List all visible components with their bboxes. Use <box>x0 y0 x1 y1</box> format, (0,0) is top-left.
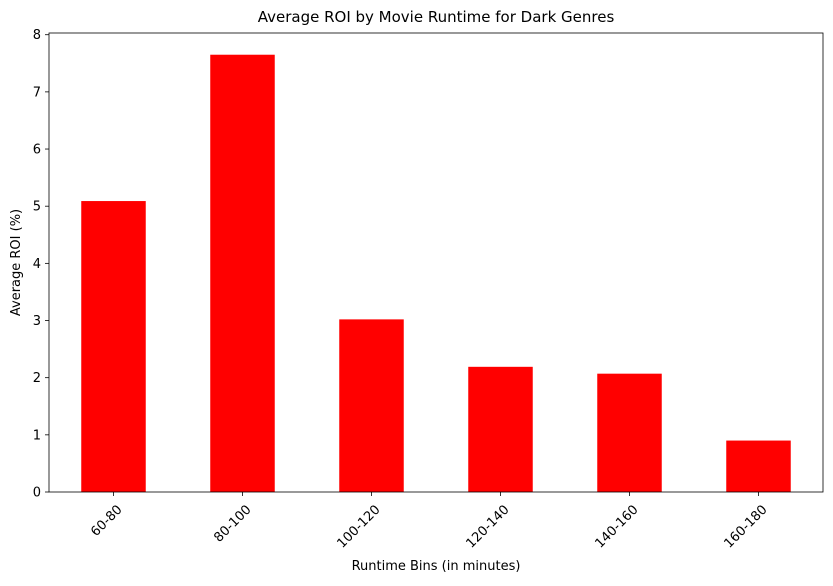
chart-title: Average ROI by Movie Runtime for Dark Ge… <box>258 8 615 26</box>
y-axis-label: Average ROI (%) <box>9 209 24 316</box>
y-tick-label: 2 <box>33 371 41 386</box>
y-tick-label: 7 <box>33 85 41 100</box>
y-tick-label: 6 <box>33 143 41 158</box>
y-tick-label: 1 <box>33 428 41 443</box>
y-tick-label: 3 <box>33 314 41 329</box>
bars <box>81 54 791 493</box>
bar-80-100 <box>210 54 275 493</box>
y-tick-label: 4 <box>33 257 41 272</box>
bar-60-80 <box>81 201 146 492</box>
y-tick-label: 0 <box>33 486 41 501</box>
bar-140-160 <box>597 373 662 492</box>
plot-frame <box>48 32 824 493</box>
bar-160-180 <box>726 440 791 492</box>
bar-100-120 <box>339 319 404 492</box>
x-axis-label: Runtime Bins (in minutes) <box>352 559 521 574</box>
y-tick-label: 5 <box>33 200 41 215</box>
y-tick-label: 8 <box>33 28 41 43</box>
bar-120-140 <box>468 366 533 492</box>
y-axis: 0 1 2 3 4 5 6 7 8 <box>33 28 49 501</box>
